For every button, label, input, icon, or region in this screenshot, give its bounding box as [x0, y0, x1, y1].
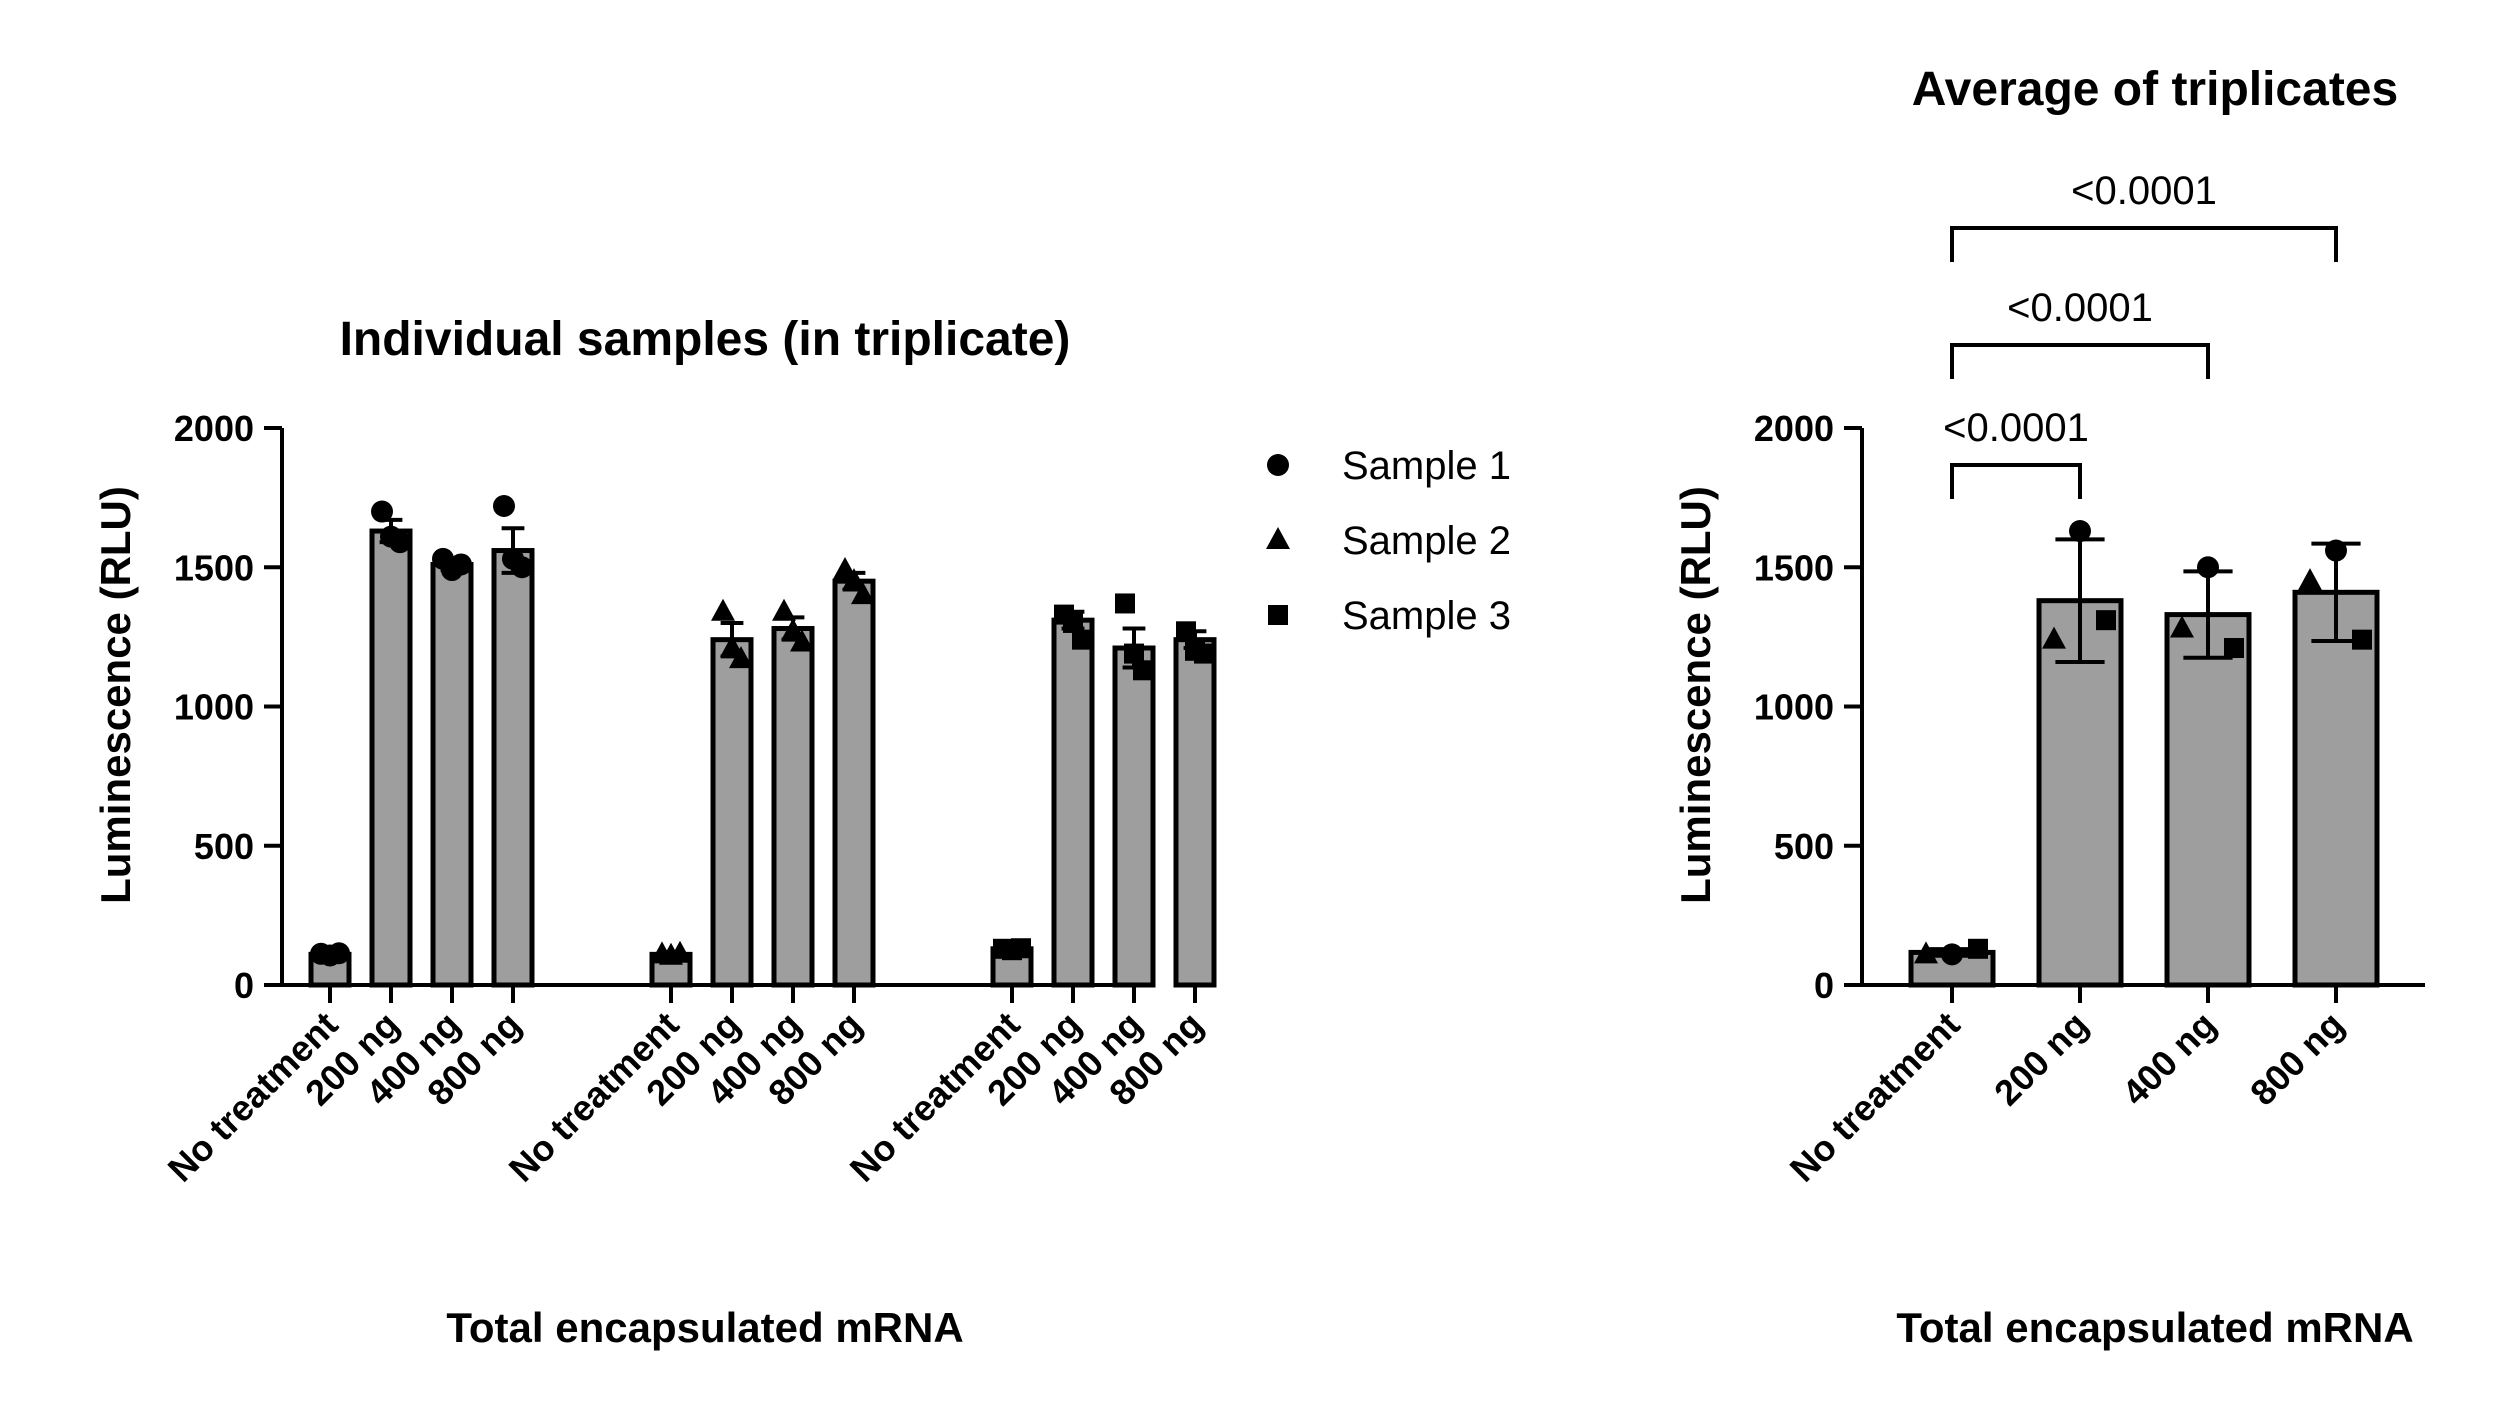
significance-bracket	[1950, 226, 2338, 262]
left-data-point	[1133, 660, 1153, 681]
left-data-point	[450, 553, 472, 576]
right-y-tick-label: 500	[1774, 826, 1834, 867]
significance-bracket	[1950, 463, 2082, 499]
right-x-tick-label: 400 ng	[2114, 1004, 2224, 1114]
right-y-axis-title: Luminescence (RLU)	[1672, 486, 1719, 904]
left-y-axis-title: Luminescence (RLU)	[92, 486, 139, 904]
left-bar	[1112, 645, 1156, 988]
legend: Sample 1 Sample 2 Sample 3	[1266, 444, 1511, 638]
left-data-point	[1176, 621, 1196, 642]
legend-marker	[1268, 605, 1288, 625]
right-x-axis-title: Total encapsulated mRNA	[1896, 1304, 2413, 1351]
left-y-tick-label: 2000	[174, 408, 254, 449]
left-data-point	[1072, 629, 1092, 650]
left-data-point	[1115, 593, 1135, 614]
right-data-point	[2352, 629, 2372, 650]
left-data-point	[1124, 643, 1144, 664]
left-data-point	[842, 568, 866, 591]
right-data-point	[2325, 539, 2347, 562]
right-y-tick-label: 2000	[1754, 408, 1834, 449]
right-x-tick-label: 800 ng	[2242, 1004, 2352, 1114]
left-data-point	[729, 646, 753, 669]
left-data-point	[668, 940, 692, 963]
significance-label: <0.0001	[2007, 286, 2153, 330]
right-data-point	[2042, 626, 2066, 649]
legend-marker	[1267, 454, 1289, 476]
left-bar	[369, 528, 413, 988]
right-y-tick-label: 1000	[1754, 687, 1834, 728]
left-data-point	[511, 556, 533, 579]
left-bar	[430, 561, 474, 988]
left-data-point	[389, 531, 411, 554]
left-bar	[710, 637, 754, 988]
right-bar	[2164, 612, 2252, 988]
left-bar	[771, 626, 815, 988]
left-data-point	[328, 942, 350, 965]
left-y-tick-label: 0	[234, 965, 254, 1006]
left-data-point	[772, 598, 796, 621]
left-data-point	[493, 494, 515, 517]
left-bar	[832, 578, 876, 988]
left-data-point	[1194, 643, 1214, 664]
left-y-tick-label: 1000	[174, 687, 254, 728]
right-y-tick-label: 0	[1814, 965, 1834, 1006]
left-data-point	[851, 582, 875, 605]
right-plot-area: 0 500 1000 1500 2000 No treatment 200 ng 400 ng…	[1754, 169, 2425, 1190]
right-data-point	[2197, 556, 2219, 579]
left-bar	[1173, 637, 1217, 988]
left-y-tick-label: 1500	[174, 547, 254, 588]
average-chart: Average of triplicates Luminescence (RLU…	[1672, 63, 2425, 1351]
right-data-point	[2096, 610, 2116, 631]
significance-label: <0.0001	[2071, 169, 2217, 213]
left-data-point	[711, 598, 735, 621]
left-data-point	[1011, 938, 1031, 959]
right-x-tick-label: 200 ng	[1986, 1004, 2096, 1114]
left-bar	[1051, 617, 1095, 988]
right-data-point	[1968, 938, 1988, 959]
legend-marker	[1266, 527, 1290, 549]
left-data-point	[833, 557, 857, 580]
left-x-axis-title: Total encapsulated mRNA	[446, 1304, 963, 1351]
right-data-point	[2069, 520, 2091, 543]
right-data-point	[2298, 568, 2322, 591]
left-data-point	[1063, 612, 1083, 633]
right-bar	[2292, 589, 2380, 988]
significance-bracket	[1950, 343, 2210, 379]
right-y-tick-label: 1500	[1754, 547, 1834, 588]
individual-samples-chart: Individual samples (in triplicate) Lumin…	[92, 313, 1217, 1351]
left-y-tick-label: 500	[194, 826, 254, 867]
left-data-point	[781, 618, 805, 641]
legend-label: Sample 2	[1342, 519, 1511, 563]
right-data-point	[1941, 943, 1963, 966]
left-bar	[491, 548, 535, 988]
left-data-point	[371, 500, 393, 523]
right-data-point	[2224, 638, 2244, 659]
legend-label: Sample 3	[1342, 594, 1511, 638]
right-chart-title: Average of triplicates	[1912, 63, 2398, 116]
right-data-point	[2170, 615, 2194, 638]
right-data-point	[1914, 941, 1938, 964]
left-data-point	[720, 635, 744, 658]
left-data-point	[790, 629, 814, 652]
significance-label: <0.0001	[1943, 406, 2089, 450]
legend-label: Sample 1	[1342, 444, 1511, 488]
right-x-tick-label: No treatment	[1782, 1004, 1968, 1190]
left-chart-title: Individual samples (in triplicate)	[340, 313, 1071, 366]
